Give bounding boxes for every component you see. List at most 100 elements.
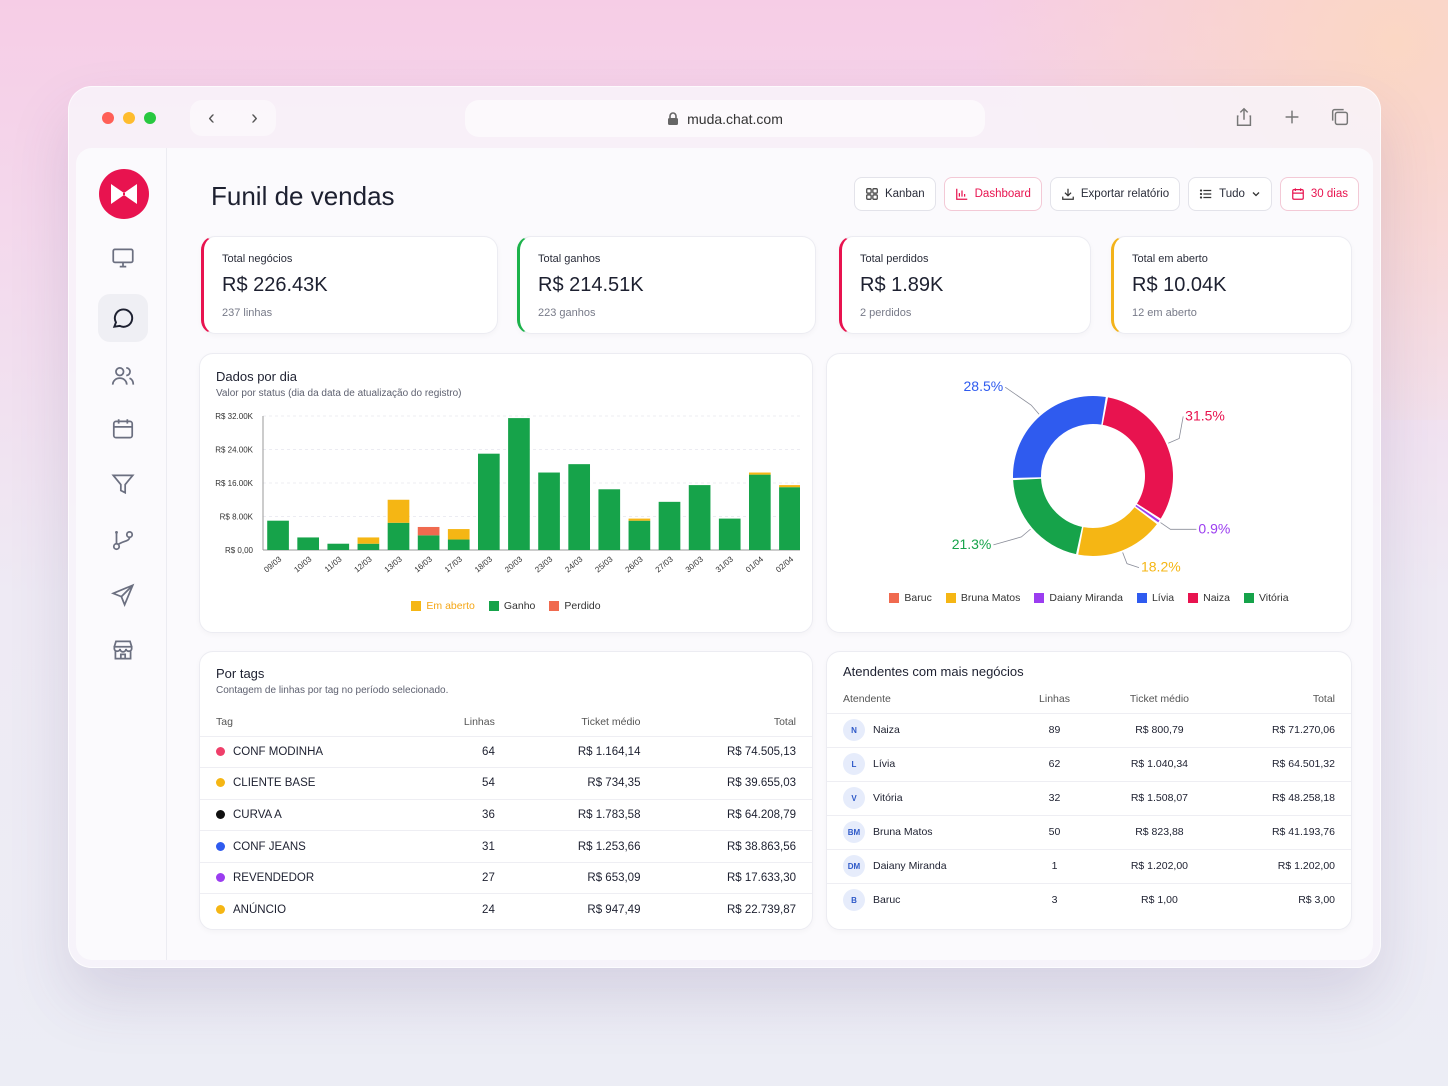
table-row[interactable]: DM Daiany Miranda 1 R$ 1.202,00 R$ 1.202,00 bbox=[827, 848, 1351, 883]
table-row[interactable]: CURVA A 36 R$ 1.783,58 R$ 64.208,79 bbox=[200, 798, 812, 831]
legend-swatch bbox=[1243, 593, 1254, 603]
x-tick-label: 26/03 bbox=[624, 554, 646, 574]
dashboard-button[interactable]: Dashboard bbox=[943, 177, 1042, 211]
legend-item-em-aberto[interactable]: Em aberto bbox=[411, 600, 475, 612]
total-cell: R$ 38.863,56 bbox=[656, 830, 812, 863]
table-row[interactable]: V Vitória 32 R$ 1.508,07 R$ 48.258,18 bbox=[827, 780, 1351, 815]
legend-item-daiany-miranda[interactable]: Daiany Miranda bbox=[1034, 592, 1123, 604]
sidebar-item-chat[interactable] bbox=[98, 294, 148, 342]
table-row[interactable]: B Baruc 3 R$ 1,00 R$ 3,00 bbox=[827, 882, 1351, 917]
agent-name: Baruc bbox=[873, 894, 901, 907]
table-row[interactable]: BM Bruna Matos 50 R$ 823,88 R$ 41.193,76 bbox=[827, 814, 1351, 849]
tabs-overview-icon[interactable] bbox=[1329, 106, 1351, 128]
table-row[interactable]: CONF JEANS 31 R$ 1.253,66 R$ 38.863,56 bbox=[200, 830, 812, 863]
maximize-window-button[interactable] bbox=[144, 112, 156, 124]
bar-em-aberto[interactable] bbox=[748, 472, 771, 475]
column-header: Linhas bbox=[463, 715, 495, 728]
bar-em-aberto[interactable] bbox=[779, 485, 800, 488]
table-row[interactable]: CONF MODINHA 64 R$ 1.164,14 R$ 74.505,13 bbox=[200, 735, 812, 768]
forward-arrow-icon[interactable]: › bbox=[251, 106, 258, 129]
y-tick-label: R$ 16.00K bbox=[215, 479, 253, 488]
bar-ganho[interactable] bbox=[357, 543, 380, 550]
y-tick-label: R$ 0,00 bbox=[225, 546, 254, 555]
sidebar-item-calendar[interactable] bbox=[98, 405, 148, 453]
bar-ganho[interactable] bbox=[779, 487, 800, 550]
dashboard-label: Dashboard bbox=[974, 188, 1031, 200]
bar-ganho[interactable] bbox=[718, 518, 741, 550]
donut-slice-bruna-matos[interactable] bbox=[1078, 507, 1157, 556]
bar-ganho[interactable] bbox=[568, 464, 591, 550]
legend-item-baruc[interactable]: Baruc bbox=[889, 592, 932, 604]
column-header: Atendente bbox=[843, 692, 891, 705]
filter-select[interactable]: Tudo bbox=[1188, 177, 1272, 211]
download-icon bbox=[1062, 188, 1074, 200]
bar-ganho[interactable] bbox=[598, 489, 621, 550]
legend-swatch bbox=[488, 601, 499, 611]
share-icon[interactable] bbox=[1233, 106, 1255, 128]
sidebar-item-filter[interactable] bbox=[98, 460, 148, 508]
bar-em-aberto[interactable] bbox=[387, 499, 410, 523]
bar-ganho[interactable] bbox=[477, 453, 500, 550]
avatar: N bbox=[843, 719, 865, 741]
bar-ganho[interactable] bbox=[297, 537, 320, 550]
donut-slice-naiza[interactable] bbox=[1102, 397, 1173, 519]
bar-ganho[interactable] bbox=[538, 472, 560, 550]
sidebar-item-branch[interactable] bbox=[98, 516, 148, 564]
bar-em-aberto[interactable] bbox=[628, 518, 651, 521]
bar-ganho[interactable] bbox=[447, 539, 470, 550]
donut-percent-label: 31.5% bbox=[1185, 407, 1225, 423]
period-button[interactable]: 30 dias bbox=[1279, 177, 1359, 211]
bar-ganho[interactable] bbox=[387, 522, 410, 550]
legend-item-naiza[interactable]: Naiza bbox=[1188, 592, 1230, 604]
ticket-cell: R$ 1.508,07 bbox=[1097, 780, 1222, 815]
donut-slice-daiany-miranda[interactable] bbox=[1135, 504, 1160, 523]
table-row[interactable]: N Naiza 89 R$ 800,79 R$ 71.270,06 bbox=[827, 712, 1351, 747]
bar-ganho[interactable] bbox=[508, 418, 530, 550]
legend-swatch bbox=[1034, 593, 1045, 603]
new-tab-icon[interactable] bbox=[1281, 106, 1303, 128]
bar-ganho[interactable] bbox=[267, 520, 289, 550]
address-bar[interactable]: muda.chat.com bbox=[465, 100, 985, 137]
bar-perdido[interactable] bbox=[417, 526, 440, 536]
close-window-button[interactable] bbox=[102, 112, 114, 124]
app-logo[interactable] bbox=[99, 169, 149, 219]
y-tick-label: R$ 24.00K bbox=[215, 446, 253, 455]
bar-ganho[interactable] bbox=[748, 474, 771, 550]
table-row[interactable]: L Lívia 62 R$ 1.040,34 R$ 64.501,32 bbox=[827, 746, 1351, 781]
minimize-window-button[interactable] bbox=[123, 112, 135, 124]
bar-ganho[interactable] bbox=[658, 501, 681, 550]
legend-item-bruna-matos[interactable]: Bruna Matos bbox=[945, 592, 1020, 604]
x-tick-label: 13/03 bbox=[383, 554, 405, 574]
legend-item-ganho[interactable]: Ganho bbox=[488, 600, 535, 612]
bar-em-aberto[interactable] bbox=[447, 529, 470, 540]
legend-label: Em aberto bbox=[426, 600, 475, 612]
bar-ganho[interactable] bbox=[688, 485, 711, 550]
sidebar-item-monitor[interactable] bbox=[98, 234, 148, 282]
kanban-button[interactable]: Kanban bbox=[853, 177, 936, 211]
bar-ganho[interactable] bbox=[327, 543, 350, 550]
avatar: DM bbox=[843, 855, 865, 877]
donut-slice-lívia[interactable] bbox=[1013, 396, 1106, 478]
sidebar-item-store[interactable] bbox=[98, 626, 148, 674]
agents-table: Atendente Linhas Ticket médio Total N Nai… bbox=[827, 685, 1351, 917]
bar-ganho[interactable] bbox=[628, 520, 651, 550]
tag-name: CONF JEANS bbox=[233, 840, 306, 853]
table-row[interactable]: ANÚNCIO 24 R$ 947,49 R$ 22.739,87 bbox=[200, 893, 812, 926]
linhas-cell: 50 bbox=[1011, 814, 1098, 849]
sidebar-item-send[interactable] bbox=[98, 571, 148, 619]
sidebar-item-users[interactable] bbox=[98, 352, 148, 400]
bar-chart: R$ 0,00 R$ 8.00K R$ 16.00K R$ 24.00K R$ 32.0… bbox=[215, 412, 800, 574]
back-arrow-icon[interactable]: ‹ bbox=[208, 106, 215, 129]
donut-slice-vitória[interactable] bbox=[1013, 478, 1082, 555]
x-tick-label: 02/04 bbox=[774, 554, 796, 574]
export-report-button[interactable]: Exportar relatório bbox=[1049, 177, 1181, 211]
bar-em-aberto[interactable] bbox=[357, 537, 380, 544]
avatar: V bbox=[843, 787, 865, 809]
tag-color-dot bbox=[216, 905, 225, 915]
legend-item-livia[interactable]: Lívia bbox=[1136, 592, 1174, 604]
bar-ganho[interactable] bbox=[417, 535, 440, 550]
legend-item-vitoria[interactable]: Vitória bbox=[1243, 592, 1289, 604]
table-row[interactable]: REVENDEDOR 27 R$ 653,09 R$ 17.633,30 bbox=[200, 861, 812, 894]
legend-item-perdido[interactable]: Perdido bbox=[549, 600, 601, 612]
table-row[interactable]: CLIENTE BASE 54 R$ 734,35 R$ 39.655,03 bbox=[200, 767, 812, 800]
